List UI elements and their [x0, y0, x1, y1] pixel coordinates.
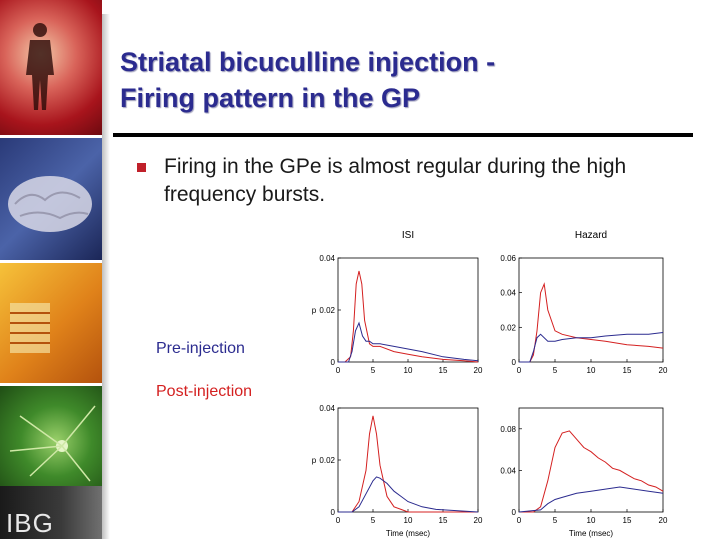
silhouette-image [0, 0, 102, 135]
person-silhouette-icon [26, 23, 54, 110]
bullet-square-icon [137, 163, 146, 172]
x-tick-label-1-4: 20 [659, 366, 668, 375]
y-axis-label-0: p [312, 306, 317, 315]
x-tick-label-3-4: 20 [659, 516, 668, 525]
x-axis-label-3: Time (msec) [569, 529, 613, 538]
series-line-1-0 [519, 282, 664, 363]
circuit-image [0, 263, 102, 383]
x-tick-label-2-4: 20 [474, 516, 483, 525]
x-tick-label-3-3: 15 [623, 516, 632, 525]
chart-title-0: ISI [402, 230, 414, 241]
chart-frame-2 [337, 407, 479, 513]
x-tick-label-1-3: 15 [623, 366, 632, 375]
chart-frame-0 [337, 257, 479, 363]
chart-title-1: Hazard [575, 230, 607, 241]
title-line-1: Striatal bicuculline injection - [120, 47, 496, 77]
x-tick-label-2-2: 10 [404, 516, 413, 525]
brain-image [0, 138, 102, 260]
y-tick-label-3-2: 0.08 [500, 425, 516, 434]
y-tick-label-1-2: 0.04 [500, 289, 516, 298]
title-line-2: Firing pattern in the GP [120, 83, 421, 113]
y-tick-label-2-0: 0 [331, 508, 336, 517]
title-divider [113, 133, 693, 137]
x-tick-label-0-4: 20 [474, 366, 483, 375]
x-tick-label-0-2: 10 [404, 366, 413, 375]
y-tick-label-0-1: 0.02 [319, 306, 335, 315]
y-axis-label-2: p [312, 456, 317, 465]
x-tick-label-2-1: 5 [371, 516, 376, 525]
circuit-icon [10, 303, 50, 353]
x-tick-label-1-2: 10 [587, 366, 596, 375]
y-tick-label-1-3: 0.06 [500, 254, 516, 263]
series-line-0-1 [338, 321, 479, 363]
series-line-3-0 [519, 430, 664, 513]
x-tick-label-3-2: 10 [587, 516, 596, 525]
ibg-logo: IBG [6, 508, 54, 538]
y-tick-label-3-1: 0.04 [500, 466, 516, 475]
x-tick-label-3-0: 0 [517, 516, 522, 525]
decorative-sidebar: IBG [0, 0, 102, 539]
y-tick-label-1-1: 0.02 [500, 323, 516, 332]
x-tick-label-1-0: 0 [517, 366, 522, 375]
logo-band [0, 486, 102, 539]
series-line-3-1 [518, 486, 664, 513]
y-tick-label-2-1: 0.02 [319, 456, 335, 465]
post-injection-label: Post-injection [156, 383, 253, 400]
x-tick-label-1-1: 5 [553, 366, 558, 375]
y-tick-label-0-0: 0 [331, 358, 336, 367]
series-line-0-0 [338, 270, 479, 363]
y-tick-label-3-0: 0 [512, 508, 517, 517]
pre-injection-label: Pre-injection [156, 340, 245, 357]
brain-icon [8, 176, 92, 232]
neuron-image [0, 386, 102, 486]
neuron-icon [9, 405, 96, 482]
x-tick-label-3-1: 5 [553, 516, 558, 525]
y-tick-label-0-2: 0.04 [319, 254, 335, 263]
sidebar-shadow [102, 14, 110, 539]
chart-frame-3 [518, 407, 664, 513]
chart-frame-1 [518, 257, 664, 363]
x-tick-label-0-1: 5 [371, 366, 376, 375]
x-tick-label-2-3: 15 [439, 516, 448, 525]
x-tick-label-2-0: 0 [336, 516, 341, 525]
series-line-2-1 [338, 476, 479, 513]
y-tick-label-1-0: 0 [512, 358, 517, 367]
bullet-text: Firing in the GPe is almost regular duri… [164, 155, 627, 206]
slide-title: Striatal bicuculline injection - Firing … [120, 44, 700, 116]
x-tick-label-0-0: 0 [336, 366, 341, 375]
series-line-2-0 [338, 415, 478, 513]
x-axis-label-2: Time (msec) [386, 529, 430, 538]
series-line-1-1 [519, 332, 664, 363]
x-tick-label-0-3: 15 [439, 366, 448, 375]
y-tick-label-2-2: 0.04 [319, 404, 335, 413]
